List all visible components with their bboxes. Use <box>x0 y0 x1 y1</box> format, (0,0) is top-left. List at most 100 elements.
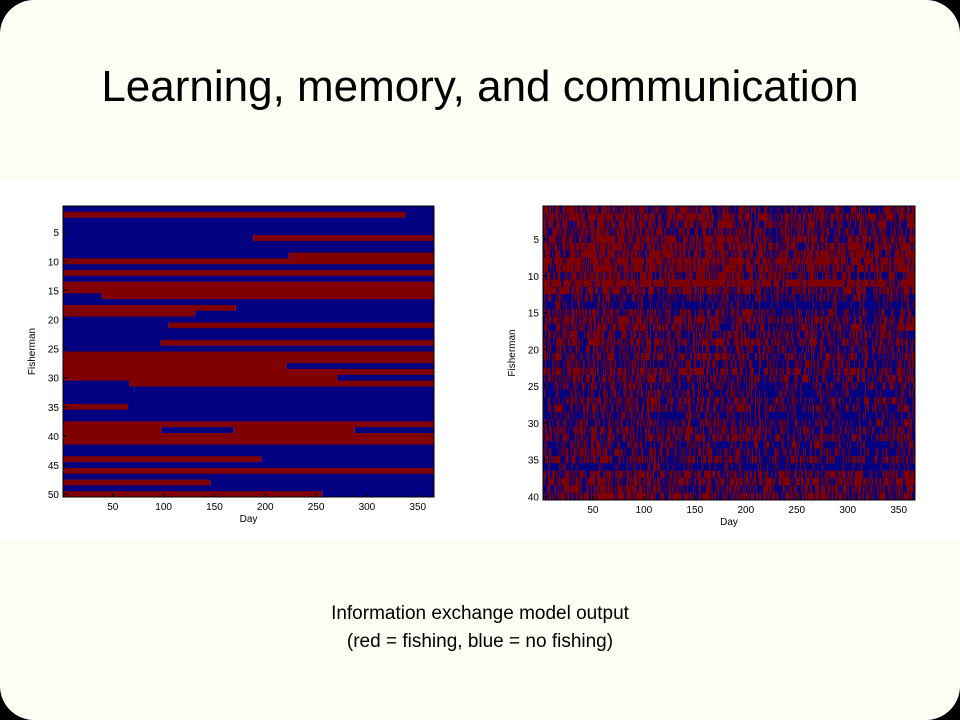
heatmap-cell <box>895 485 897 493</box>
heatmap-cell <box>543 426 545 435</box>
heatmap-cell <box>556 330 558 339</box>
heatmap-cell <box>801 419 803 427</box>
heatmap-cell <box>714 228 717 236</box>
heatmap-cell <box>590 330 592 339</box>
heatmap-cell <box>588 228 590 236</box>
heatmap-cell <box>592 492 596 501</box>
heatmap-cell <box>692 375 694 383</box>
heatmap-cell <box>878 323 880 332</box>
heatmap-cell <box>749 411 751 420</box>
heatmap-cell <box>711 242 716 251</box>
heatmap-cell <box>674 264 676 273</box>
heatmap-cell <box>657 477 661 486</box>
heatmap-cell <box>687 323 690 332</box>
heatmap-cell <box>675 272 677 280</box>
heatmap-cell <box>626 419 628 427</box>
heatmap-cell <box>666 220 671 229</box>
heatmap-cell <box>680 286 682 295</box>
heatmap-cell <box>903 404 909 413</box>
heatmap-cell <box>875 338 878 346</box>
heatmap-cell <box>840 220 843 229</box>
heatmap-cell <box>900 279 915 288</box>
heatmap-cell <box>843 308 846 317</box>
heatmap-cell <box>846 279 855 288</box>
heatmap-cell <box>574 235 576 244</box>
heatmap-cell <box>614 397 616 405</box>
heatmap-cell <box>651 235 654 244</box>
heatmap-cell <box>792 477 794 486</box>
heatmap-cell <box>644 345 646 354</box>
heatmap-cell <box>912 455 915 464</box>
heatmap-cell <box>708 353 712 361</box>
heatmap-cell <box>587 286 593 295</box>
heatmap-cell <box>699 308 702 317</box>
heatmap-cell <box>63 270 434 277</box>
heatmap-cell <box>568 426 570 435</box>
heatmap-cell <box>807 367 810 376</box>
heatmap-cell <box>852 382 855 391</box>
heatmap-cell <box>763 485 769 493</box>
heatmap-cell <box>716 272 718 280</box>
heatmap-cell <box>612 375 615 383</box>
heatmap-cell <box>623 345 625 354</box>
heatmap-cell <box>563 470 565 479</box>
heatmap-cell <box>743 316 745 324</box>
heatmap-cell <box>578 272 580 280</box>
heatmap-cell <box>683 316 686 324</box>
heatmap-cell <box>647 411 651 420</box>
heatmap-cell <box>906 206 910 214</box>
heatmap-cell <box>903 448 905 457</box>
heatmap-chart-right: 50 100 150 200 250 300 350510152025303540DayFi… <box>507 205 916 528</box>
heatmap-cell <box>820 353 823 361</box>
heatmap-cell <box>694 433 701 442</box>
heatmap-cell <box>746 419 748 427</box>
heatmap-cell <box>685 213 696 221</box>
heatmap-cell <box>887 235 889 244</box>
heatmap-cell <box>751 426 754 435</box>
heatmap-cell <box>759 397 761 405</box>
heatmap-cell <box>590 492 592 501</box>
heatmap-cell <box>720 382 722 391</box>
heatmap-cell <box>807 220 816 229</box>
heatmap-cell <box>814 316 820 324</box>
heatmap-cell <box>659 345 661 354</box>
heatmap-cell <box>782 338 784 346</box>
heatmap-cell <box>639 228 642 236</box>
heatmap-cell <box>727 382 729 391</box>
heatmap-cell <box>664 228 667 236</box>
heatmap-cell <box>626 433 628 442</box>
heatmap-cell <box>657 463 661 471</box>
heatmap-cell <box>552 242 554 251</box>
y-tick-label: 15 <box>528 309 540 320</box>
heatmap-cell <box>722 404 724 413</box>
heatmap-cell <box>665 470 667 479</box>
heatmap-cell <box>849 367 856 376</box>
heatmap-cell <box>729 206 731 214</box>
heatmap-cell <box>795 264 798 273</box>
heatmap-cell <box>722 301 724 310</box>
heatmap-cell <box>754 455 758 464</box>
heatmap-cell <box>683 404 685 413</box>
heatmap-cell <box>856 264 865 273</box>
heatmap-cell <box>665 279 668 288</box>
heatmap-cell <box>905 257 907 266</box>
heatmap-cell <box>647 389 651 398</box>
heatmap-cell <box>63 491 323 498</box>
heatmap-cell <box>695 338 697 346</box>
heatmap-cell <box>683 455 685 464</box>
heatmap-cell <box>556 470 558 479</box>
heatmap-cell <box>871 250 874 258</box>
heatmap-cell <box>856 213 863 221</box>
heatmap-cell <box>644 220 646 229</box>
heatmap-cell <box>843 228 845 236</box>
heatmap-cell <box>760 235 762 244</box>
heatmap-cell <box>770 250 773 258</box>
heatmap-cell <box>687 404 691 413</box>
heatmap-cell <box>669 294 671 302</box>
heatmap-cell <box>886 330 888 339</box>
heatmap-cell <box>758 316 761 324</box>
heatmap-cell <box>570 419 572 427</box>
heatmap-cell <box>592 345 595 354</box>
heatmap-cell <box>699 404 704 413</box>
heatmap-cell <box>658 411 660 420</box>
